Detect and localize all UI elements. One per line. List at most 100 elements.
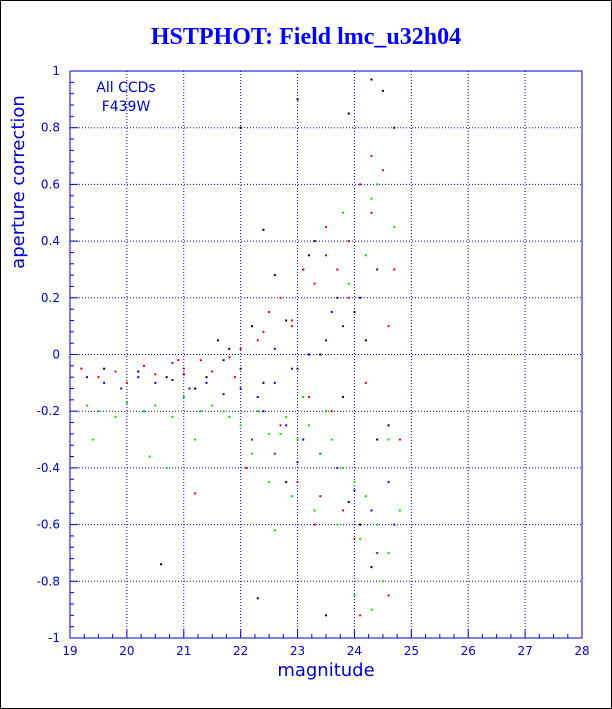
data-point: [387, 424, 390, 427]
data-point: [80, 367, 83, 370]
data-point: [342, 396, 345, 399]
annotation-filter: F439W: [102, 99, 151, 115]
data-point: [120, 387, 123, 390]
data-point: [319, 353, 322, 356]
data-point: [199, 410, 202, 413]
data-point: [370, 78, 373, 81]
data-point: [205, 381, 208, 384]
data-point: [262, 381, 265, 384]
data-point: [142, 364, 145, 367]
data-point: [353, 594, 356, 597]
data-point: [381, 89, 384, 92]
data-point: [342, 211, 345, 214]
data-point: [171, 362, 174, 365]
data-point: [114, 370, 117, 373]
data-point: [262, 410, 265, 413]
data-point: [290, 325, 293, 328]
data-point: [325, 614, 327, 617]
data-point: [177, 359, 180, 362]
data-point: [279, 424, 282, 427]
data-point: [268, 432, 271, 435]
data-point: [251, 438, 254, 441]
data-point: [353, 481, 356, 484]
data-point: [273, 452, 276, 455]
data-point: [325, 339, 327, 342]
y-axis-label: aperture correction: [8, 95, 29, 269]
data-point: [307, 353, 310, 356]
data-point: [86, 376, 89, 379]
data-point: [239, 387, 242, 390]
data-point: [182, 373, 185, 376]
data-point: [211, 370, 214, 373]
data-point: [359, 296, 362, 299]
data-point: [137, 376, 140, 379]
data-point: [302, 438, 305, 441]
data-point: [228, 415, 231, 418]
data-point: [302, 396, 305, 399]
data-point: [398, 438, 401, 441]
data-point: [359, 614, 362, 617]
data-points: [80, 78, 401, 617]
data-point: [268, 481, 271, 484]
data-point: [256, 339, 259, 342]
data-point: [222, 393, 225, 396]
data-point: [393, 523, 396, 526]
data-point: [330, 310, 333, 313]
data-point: [199, 359, 202, 362]
data-point: [148, 455, 151, 458]
data-point: [336, 296, 339, 299]
data-point: [262, 330, 265, 333]
data-point: [154, 381, 157, 384]
data-point: [325, 225, 327, 228]
data-point: [370, 155, 373, 158]
data-point: [256, 396, 259, 399]
data-point: [364, 254, 367, 257]
data-point: [319, 452, 322, 455]
data-point: [228, 347, 231, 350]
data-point: [216, 339, 219, 342]
data-point: [347, 282, 350, 285]
data-point: [353, 310, 356, 313]
data-point: [290, 319, 293, 322]
data-point: [381, 580, 384, 583]
x-tick-label: 27: [517, 644, 532, 658]
x-tick-label: 21: [176, 644, 191, 658]
chart-title: HSTPHOT: Field lmc_u32h04: [150, 24, 462, 50]
data-point: [387, 325, 390, 328]
data-point: [296, 367, 299, 370]
y-tick-label: 0: [52, 348, 60, 362]
y-tick-label: 0.4: [41, 234, 60, 248]
data-point: [387, 594, 390, 597]
data-point: [262, 228, 265, 231]
data-point: [285, 481, 288, 484]
data-point: [370, 211, 373, 214]
y-tick-label: 0.8: [41, 121, 60, 135]
data-point: [222, 359, 225, 362]
data-point: [393, 225, 396, 228]
y-tick-label: -1: [48, 631, 60, 645]
data-point: [296, 461, 299, 464]
data-point: [398, 509, 401, 512]
axis-ticks: 19 20 21 22 23 24 25 26 27 28 1 0.8 0.6 0.4 0.2 0 -0.2 -0…: [37, 64, 590, 658]
x-tick-label: 22: [233, 644, 248, 658]
data-point: [194, 438, 197, 441]
data-point: [239, 367, 242, 370]
y-tick-label: 0.6: [41, 177, 60, 191]
data-point: [313, 523, 316, 526]
data-point: [376, 551, 379, 554]
data-point: [194, 387, 197, 390]
data-point: [370, 509, 373, 512]
data-point: [239, 347, 242, 350]
data-point: [273, 381, 276, 384]
data-point: [353, 537, 356, 540]
data-point: [233, 376, 236, 379]
data-point: [171, 415, 174, 418]
data-point: [251, 325, 254, 328]
data-point: [330, 438, 333, 441]
data-point: [103, 381, 106, 384]
data-point: [347, 240, 350, 243]
data-point: [342, 466, 345, 469]
data-point: [290, 367, 293, 370]
x-tick-label: 20: [119, 644, 134, 658]
